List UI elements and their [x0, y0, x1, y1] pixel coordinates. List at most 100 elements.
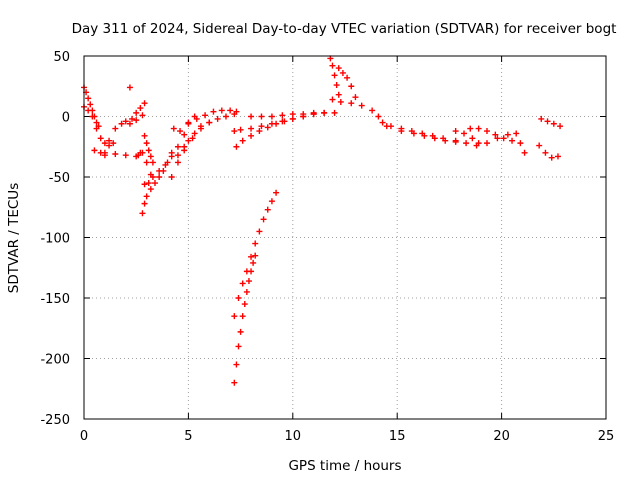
data-point: [248, 113, 255, 120]
data-point: [492, 131, 499, 138]
data-point: [218, 107, 225, 114]
data-point: [149, 159, 156, 166]
data-point: [256, 228, 263, 235]
data-point: [475, 125, 482, 132]
data-point: [494, 135, 501, 142]
data-point: [252, 240, 259, 247]
data-point: [375, 113, 382, 120]
data-point: [431, 135, 438, 142]
chart-title: Day 311 of 2024, Sidereal Day-to-day VTE…: [72, 21, 617, 37]
data-point: [331, 72, 338, 79]
data-point: [467, 125, 474, 132]
data-point: [387, 123, 394, 130]
x-tick-label: 0: [80, 429, 88, 444]
data-point: [245, 278, 252, 285]
data-point: [143, 193, 150, 200]
data-point: [147, 153, 154, 160]
data-point: [181, 131, 188, 138]
data-point: [143, 140, 150, 147]
data-point: [348, 100, 355, 107]
data-point: [143, 159, 150, 166]
data-point: [335, 91, 342, 98]
data-point: [235, 295, 242, 301]
data-point: [379, 119, 386, 126]
data-point: [133, 117, 140, 124]
y-tick-label: -250: [40, 413, 70, 428]
data-point: [197, 123, 204, 130]
data-point: [557, 123, 564, 130]
data-point: [141, 200, 148, 207]
data-point: [202, 112, 209, 119]
data-point: [239, 137, 246, 144]
data-point: [264, 124, 271, 131]
data-point: [141, 181, 148, 188]
data-point: [398, 128, 405, 135]
y-axis-label: SDTVAR / TECUs: [6, 183, 22, 293]
data-point: [281, 118, 288, 125]
data-point: [156, 167, 163, 174]
data-point: [452, 138, 459, 145]
data-point: [97, 135, 104, 142]
data-point: [237, 126, 244, 133]
data-point: [174, 143, 181, 150]
data-point: [214, 115, 221, 122]
data-point: [258, 123, 265, 130]
data-point: [231, 128, 238, 135]
data-point: [442, 137, 449, 144]
y-tick-label: -100: [40, 232, 70, 247]
data-point: [106, 137, 113, 144]
data-point: [273, 189, 280, 196]
data-point: [235, 343, 242, 350]
data-point: [241, 301, 248, 308]
data-point: [268, 113, 275, 120]
data-point: [122, 152, 129, 159]
data-point: [243, 288, 250, 295]
data-point: [461, 130, 468, 137]
data-point: [248, 125, 255, 132]
data-point: [177, 128, 184, 135]
data-point: [248, 253, 255, 260]
data-point: [289, 111, 296, 118]
data-point: [256, 128, 263, 135]
data-point: [233, 361, 240, 368]
data-point: [544, 118, 551, 125]
data-point: [181, 147, 188, 154]
data-point: [139, 112, 146, 119]
data-point: [193, 115, 200, 122]
data-point: [185, 137, 192, 144]
data-point: [231, 313, 238, 320]
data-point: [174, 159, 181, 166]
data-point: [227, 107, 234, 114]
data-point: [513, 130, 520, 137]
data-point: [237, 328, 244, 335]
axis-ticks: 0 5 10 15 20 25 -250 -200 -150 -100 -50 0 50: [40, 50, 614, 444]
data-point: [145, 147, 152, 154]
data-point: [504, 131, 511, 138]
data-point: [129, 115, 136, 122]
data-point: [248, 268, 255, 275]
data-point: [500, 135, 507, 142]
data-point: [475, 140, 482, 147]
data-point: [101, 140, 108, 147]
data-point: [550, 120, 557, 127]
data-point: [174, 152, 181, 159]
data-point: [279, 112, 286, 119]
data-point: [321, 109, 328, 116]
data-point: [352, 94, 359, 101]
data-point: [483, 140, 490, 147]
data-point: [273, 120, 280, 127]
plot-frame: [83, 55, 607, 420]
data-point: [300, 111, 307, 118]
data-point: [139, 149, 146, 156]
data-point: [410, 130, 417, 137]
data-point: [344, 74, 351, 81]
data-point: [89, 113, 96, 120]
data-point: [369, 107, 376, 114]
data-point: [268, 198, 275, 205]
data-point: [250, 259, 257, 266]
data-point: [536, 142, 543, 149]
data-point: [483, 128, 490, 135]
data-point: [222, 113, 229, 120]
data-point: [110, 140, 117, 147]
data-point: [151, 180, 158, 187]
